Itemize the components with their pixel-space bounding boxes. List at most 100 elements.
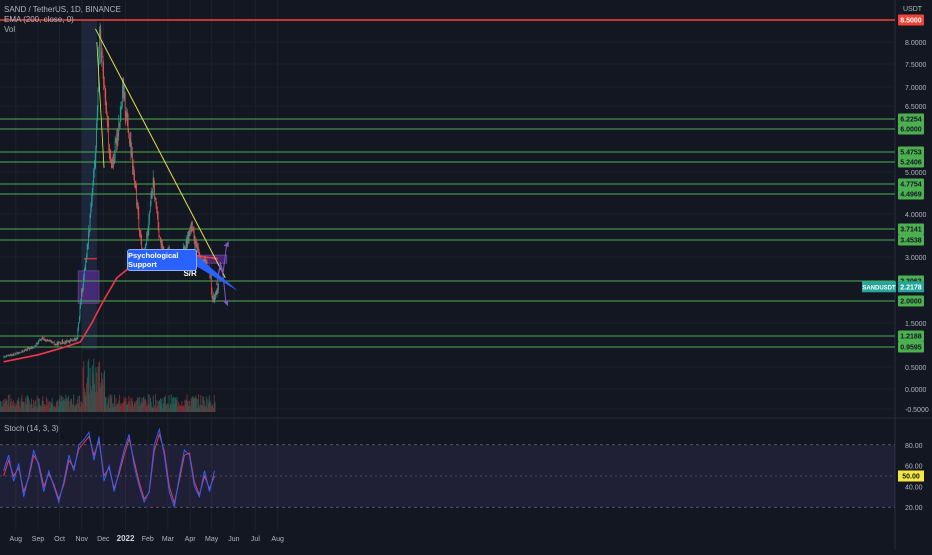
volume-bar — [39, 404, 41, 412]
volume-bar — [7, 405, 9, 412]
candle-body — [198, 247, 199, 254]
volume-bar — [210, 406, 212, 412]
volume-bar — [62, 396, 64, 412]
candle-body — [19, 352, 21, 354]
volume-bar — [147, 404, 149, 412]
candle-body — [66, 340, 67, 343]
candle-body — [40, 339, 42, 341]
volume-bar — [111, 395, 113, 412]
candle-body — [210, 276, 211, 278]
candle-body — [101, 51, 103, 57]
y-tick-label: 8.0000 — [905, 40, 927, 47]
candle-body — [140, 236, 142, 240]
candle-body — [195, 240, 196, 246]
volume-bar — [146, 406, 148, 412]
volume-bar — [56, 400, 58, 412]
candle-body — [58, 342, 60, 344]
candle-body — [135, 184, 137, 190]
volume-bar — [99, 361, 101, 412]
volume-bar — [159, 398, 161, 412]
volume-bar — [101, 378, 103, 412]
candle-body — [190, 226, 192, 229]
candle-body — [36, 343, 38, 344]
candle-body — [45, 339, 46, 342]
volume-bar — [71, 405, 73, 412]
volume-bar — [22, 401, 24, 412]
sr-label: S/R — [183, 269, 197, 278]
candle-body — [150, 193, 152, 205]
volume-bar — [133, 404, 135, 412]
volume-bar — [188, 400, 190, 412]
volume-bar — [208, 395, 210, 412]
y-tick-label: 0.0000 — [905, 387, 927, 394]
candle-body — [105, 97, 107, 103]
candle-body — [119, 117, 121, 127]
candle-body — [38, 340, 40, 342]
volume-legend[interactable]: Vol — [4, 25, 16, 34]
candle-body — [154, 186, 155, 199]
volume-bar — [213, 407, 215, 412]
volume-bar — [184, 399, 186, 412]
candle-body — [215, 292, 216, 297]
volume-bar — [129, 401, 131, 412]
volume-bar — [122, 402, 124, 412]
symbol-legend[interactable]: SAND / TetherUS, 1D, BINANCE — [4, 5, 121, 14]
candle-body — [5, 356, 7, 357]
candle-body — [82, 284, 84, 292]
candle-body — [58, 342, 59, 346]
volume-bar — [156, 400, 158, 412]
candle-body — [32, 346, 33, 349]
candle-body — [69, 339, 71, 343]
volume-bar — [103, 374, 105, 412]
volume-bar — [33, 406, 35, 412]
candle-body — [104, 85, 105, 89]
stoch-legend[interactable]: Stoch (14, 3, 3) — [4, 424, 59, 433]
candle-body — [96, 111, 98, 124]
volume-bar — [105, 396, 107, 412]
volume-bar — [81, 402, 83, 412]
candle-body — [49, 340, 51, 342]
candle-body — [206, 261, 208, 267]
candle-body — [116, 138, 117, 145]
volume-bar — [99, 387, 101, 412]
y-tick-label: 7.0000 — [905, 85, 927, 92]
volume-bar — [180, 405, 182, 412]
candle-body — [22, 350, 23, 352]
x-tick-label: Sep — [32, 536, 45, 543]
volume-bar — [167, 403, 169, 412]
candle-body — [77, 329, 79, 339]
volume-bar — [150, 402, 152, 412]
volume-bar — [86, 383, 88, 412]
volume-bar — [41, 400, 43, 412]
candle-body — [111, 160, 112, 168]
candle-body — [52, 342, 54, 343]
candle-body — [148, 218, 150, 230]
volume-bar — [159, 400, 161, 412]
volume-bar — [157, 401, 159, 412]
candle-body — [50, 340, 52, 342]
volume-bar — [89, 368, 91, 412]
y-tick-label: -0.5000 — [905, 407, 929, 414]
volume-bar — [179, 404, 181, 412]
volume-bar — [106, 406, 108, 412]
volume-bar — [118, 400, 120, 412]
stoch-tick-label: 80.00 — [905, 443, 923, 450]
candle-body — [120, 107, 122, 118]
candle-body — [110, 158, 112, 161]
candle-body — [53, 342, 55, 345]
stoch-tick-label: 20.00 — [905, 505, 923, 512]
candle-body — [192, 227, 193, 231]
volume-bar — [175, 399, 177, 412]
ema-legend[interactable]: EMA (200, close, 0) — [4, 15, 74, 24]
volume-bar — [169, 407, 171, 412]
candle-body — [20, 352, 22, 353]
candle-body — [21, 350, 23, 353]
candle-body — [8, 355, 10, 357]
candle-body — [60, 343, 61, 345]
volume-bar — [34, 401, 36, 412]
candle-body — [195, 240, 197, 246]
volume-bar — [83, 388, 85, 412]
candle-body — [113, 160, 115, 164]
volume-bar — [29, 403, 31, 412]
